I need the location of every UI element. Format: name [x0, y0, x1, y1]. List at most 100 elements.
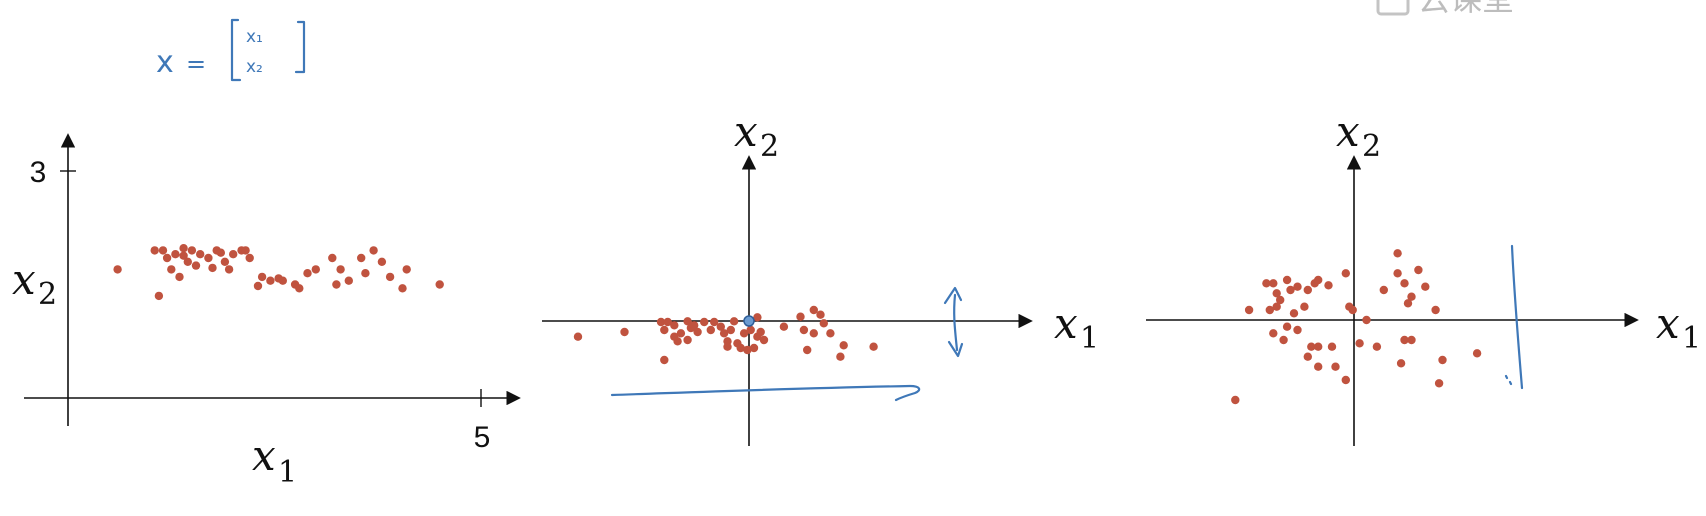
data-point: [402, 265, 411, 274]
data-point: [809, 305, 818, 315]
data-point: [1282, 275, 1292, 285]
data-point: [1303, 285, 1313, 295]
vertical-spread-arrow: [943, 286, 964, 358]
data-point: [756, 327, 765, 337]
data-point: [377, 257, 387, 266]
data-point: [1276, 295, 1285, 305]
data-point: [1286, 285, 1295, 295]
data-point: [749, 343, 759, 353]
data-point: [1314, 342, 1323, 351]
data-point: [196, 250, 205, 259]
x-axis-label-x: x: [252, 431, 276, 480]
data-point: [826, 329, 835, 338]
data-point: [257, 272, 267, 282]
data-point: [303, 269, 312, 278]
data-point: [191, 261, 201, 270]
data-point: [1331, 362, 1340, 371]
data-point: [398, 284, 407, 293]
data-point: [1348, 305, 1357, 315]
data-point: [1293, 282, 1302, 291]
data-point: [1265, 305, 1275, 315]
data-point: [1314, 362, 1323, 371]
scatter-chart-centered: x 2 x 1: [542, 107, 1099, 446]
data-point: [204, 253, 213, 263]
data-point: [245, 253, 254, 263]
data-point: [253, 281, 263, 291]
data-point: [710, 317, 719, 327]
scatter-chart-normalized: x 2 x 1: [1146, 107, 1701, 446]
data-point: [753, 313, 762, 322]
data-point: [656, 317, 666, 327]
data-point: [158, 246, 168, 255]
data-point: [660, 355, 669, 365]
data-point: [266, 276, 275, 285]
data-point: [1289, 309, 1299, 318]
data-point: [229, 250, 238, 259]
data-point: [683, 317, 692, 326]
data-point: [1393, 249, 1402, 258]
y-tick-label: 3: [30, 156, 47, 189]
data-point: [1379, 285, 1389, 295]
data-point: [1414, 265, 1423, 275]
y-axis-label-sub: 2: [760, 129, 779, 164]
x-axis-label-sub: 1: [1080, 321, 1099, 356]
data-point: [719, 329, 729, 338]
data-point: [1341, 269, 1351, 278]
data-point: [1355, 339, 1364, 348]
data-point: [706, 325, 715, 335]
data-point: [344, 276, 353, 285]
data-point: [693, 327, 702, 337]
data-point: [241, 246, 250, 255]
data-point: [726, 325, 735, 335]
data-point: [799, 325, 809, 335]
data-point: [1324, 281, 1333, 290]
annotation-top-entry: x₁: [246, 27, 263, 47]
data-point: [1272, 289, 1281, 298]
data-point: [1400, 335, 1409, 345]
variance-dots: [1504, 374, 1513, 386]
x-axis-label-sub: 1: [1682, 321, 1701, 356]
data-point: [746, 325, 755, 335]
x-axis-label-sub: 1: [278, 455, 297, 490]
data-point: [1400, 279, 1409, 288]
data-point: [1272, 302, 1281, 311]
variance-line: [1510, 244, 1524, 390]
data-point: [187, 246, 197, 255]
data-point: [216, 248, 225, 257]
data-point: [660, 325, 669, 335]
data-point: [819, 319, 828, 328]
data-point: [759, 335, 769, 345]
data-point: [385, 272, 395, 282]
data-point: [113, 265, 122, 274]
data-point: [1244, 305, 1254, 315]
watermark-logo: 云课堂: [1376, 0, 1514, 18]
horizontal-spread-arrow: [610, 384, 921, 402]
annotation-eq: =: [186, 50, 206, 78]
y-axis-label-sub: 2: [1362, 129, 1381, 164]
x-tick-label: 5: [474, 421, 491, 454]
scatter-chart-raw: 3 5 x2 x 2 x 1: [12, 133, 521, 490]
data-point: [779, 322, 789, 331]
data-point: [150, 246, 159, 255]
data-point: [1362, 315, 1371, 325]
data-point: [836, 352, 845, 361]
data-point: [154, 291, 164, 301]
data-point: [1327, 342, 1337, 351]
mean-origin-marker: [743, 315, 755, 327]
data-point: [311, 265, 320, 274]
data-points: [1231, 249, 1482, 405]
annotation-bottom-entry: x₂: [246, 57, 263, 77]
data-point: [869, 342, 878, 351]
data-points: [573, 305, 878, 365]
y-axis-label-x: x: [12, 255, 36, 304]
watermark-text: 云课堂: [1418, 0, 1514, 18]
data-point: [676, 329, 686, 338]
data-point: [1300, 302, 1309, 311]
data-point: [743, 345, 752, 355]
annotation-x: x: [156, 45, 174, 80]
data-point: [328, 253, 337, 263]
data-point: [729, 317, 739, 326]
data-point: [796, 312, 805, 321]
data-point: [839, 341, 848, 350]
